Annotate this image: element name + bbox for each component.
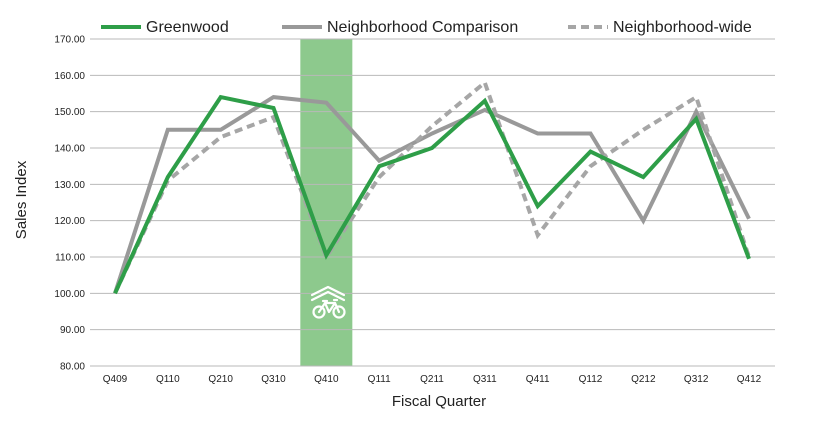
y-tick-label: 80.00 (60, 362, 85, 373)
x-axis-title: Fiscal Quarter (392, 393, 486, 410)
x-tick-label: Q112 (579, 374, 603, 385)
series-line-neighborhood-comparison (113, 95, 751, 294)
x-tick-label: Q412 (737, 374, 762, 385)
y-axis-ticks: 80.00 90.00 100.00 110.00 120.00 130.00 140.00… (54, 35, 85, 373)
series-lines (113, 79, 751, 295)
x-tick-label: Q110 (156, 374, 180, 385)
y-tick-label: 150.00 (54, 107, 85, 118)
y-tick-label: 110.00 (55, 253, 85, 264)
x-tick-label: Q111 (368, 374, 391, 385)
y-tick-label: 140.00 (54, 144, 85, 155)
series-line-greenwood (113, 94, 751, 295)
legend: Greenwood Neighborhood Comparison Neighbor… (101, 19, 752, 36)
x-tick-label: Q211 (420, 374, 444, 385)
x-tick-label: Q311 (473, 374, 497, 385)
y-tick-label: 160.00 (54, 71, 85, 82)
gridlines (90, 38, 775, 367)
x-tick-label: Q409 (103, 374, 128, 385)
y-axis-title: Sales Index (13, 160, 30, 239)
x-tick-label: Q210 (208, 374, 233, 385)
x-tick-label: Q212 (631, 374, 656, 385)
x-tick-label: Q410 (314, 374, 339, 385)
bike-lane-icon (310, 285, 346, 319)
x-tick-label: Q411 (526, 374, 550, 385)
y-tick-label: 120.00 (54, 216, 85, 227)
legend-label: Greenwood (146, 19, 229, 36)
x-tick-label: Q312 (684, 374, 709, 385)
x-axis-ticks: Q409 Q110 Q210 Q310 Q410 Q111 Q211 Q311 Q411 Q112… (103, 374, 762, 385)
legend-label: Neighborhood-wide (613, 19, 752, 36)
y-tick-label: 130.00 (54, 180, 85, 191)
y-tick-label: 90.00 (60, 325, 85, 336)
y-tick-label: 170.00 (54, 35, 85, 46)
legend-label: Neighborhood Comparison (327, 19, 518, 36)
y-tick-label: 100.00 (54, 289, 85, 300)
series-line-neighborhood-wide (113, 79, 751, 295)
x-tick-label: Q310 (261, 374, 286, 385)
